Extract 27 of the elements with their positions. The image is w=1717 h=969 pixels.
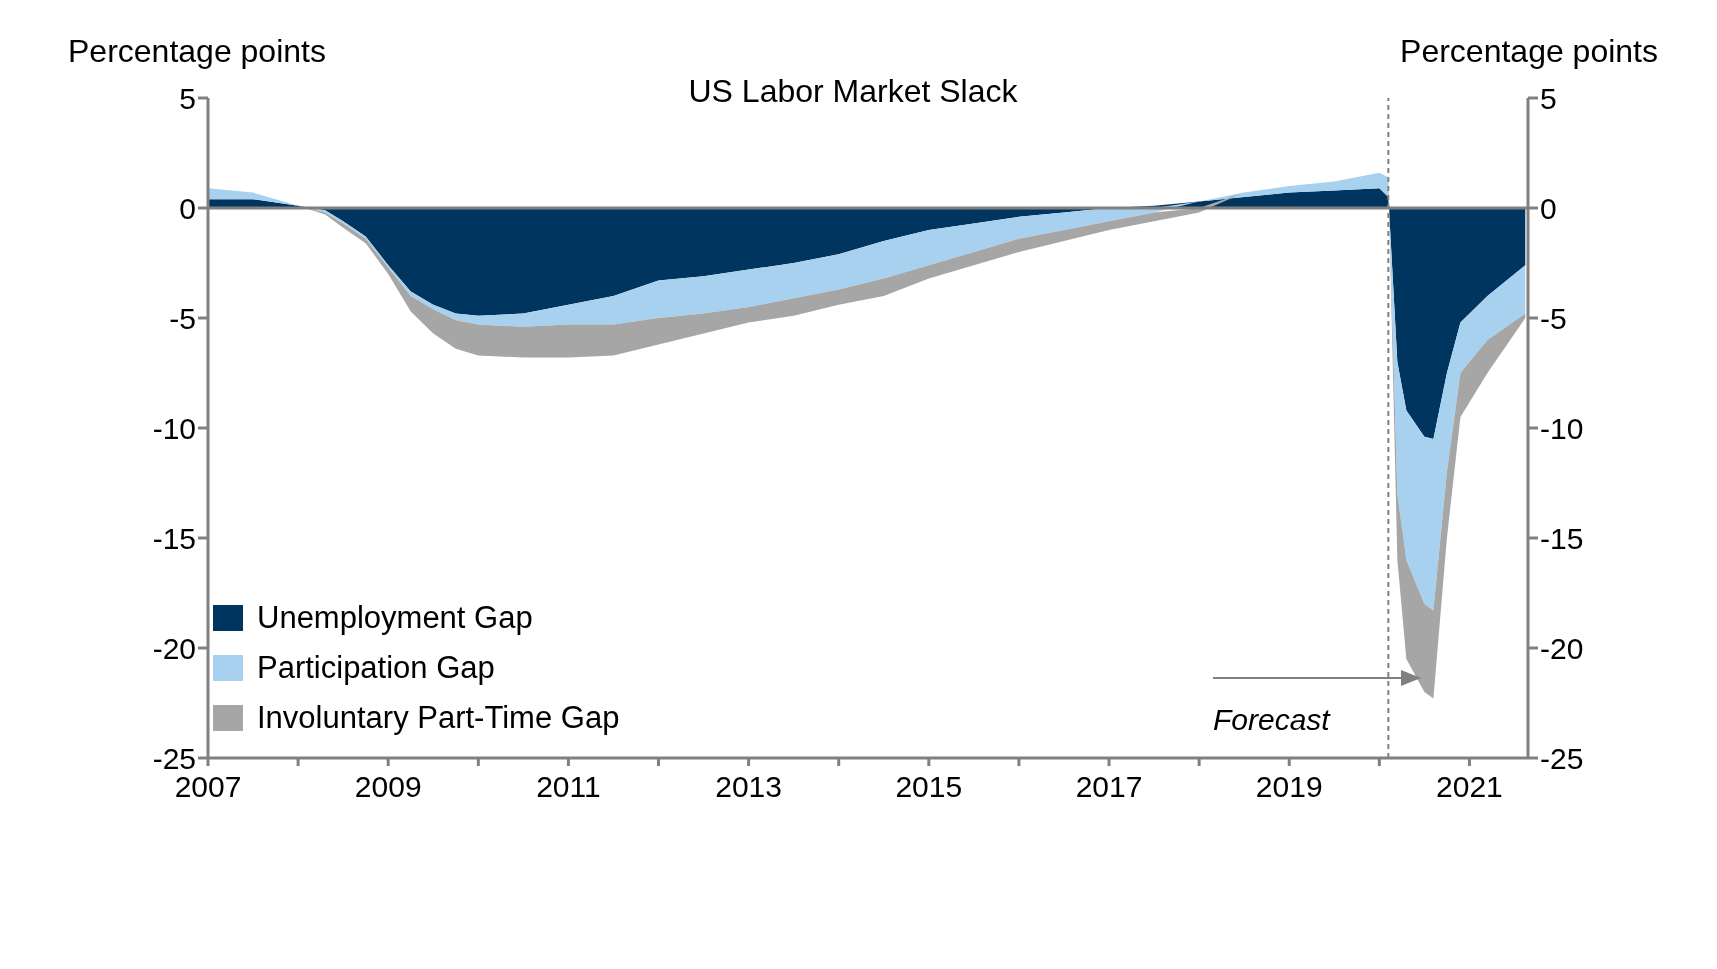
y-tick-label: 5 [179,81,196,115]
x-tick-label: 2015 [895,770,963,804]
x-tick-label: 2013 [715,770,782,804]
legend-label: Involuntary Part-Time Gap [257,700,620,736]
legend-label: Unemployment Gap [257,600,533,636]
y2-tick-label: -20 [1540,631,1584,665]
y2-tick-label: -10 [1540,411,1584,445]
x-tick-label: 2021 [1436,770,1503,804]
y-tick-label: 0 [179,191,196,225]
y2-tick-label: -25 [1540,741,1584,775]
y2-tick-label: -15 [1540,521,1584,555]
y-tick-label: -5 [169,301,196,335]
y-tick-label: -20 [152,631,196,665]
chart-title: US Labor Market Slack [688,73,1018,109]
y2-tick-label: -5 [1540,301,1567,335]
y-tick-label: -15 [152,521,196,555]
y2-tick-label: 0 [1540,191,1557,225]
x-tick-label: 2011 [536,770,601,804]
legend-label: Participation Gap [257,650,495,686]
annotation: Forecast [1213,703,1330,737]
y2-axis-title: Percentage points [1400,33,1658,70]
y-axis-title: Percentage points [68,33,326,70]
x-tick-label: 2017 [1075,770,1143,804]
x-tick-label: 2019 [1255,770,1323,804]
y2-tick-label: 5 [1540,81,1557,115]
x-tick-label: 2009 [354,770,422,804]
y-tick-label: -10 [152,411,196,445]
